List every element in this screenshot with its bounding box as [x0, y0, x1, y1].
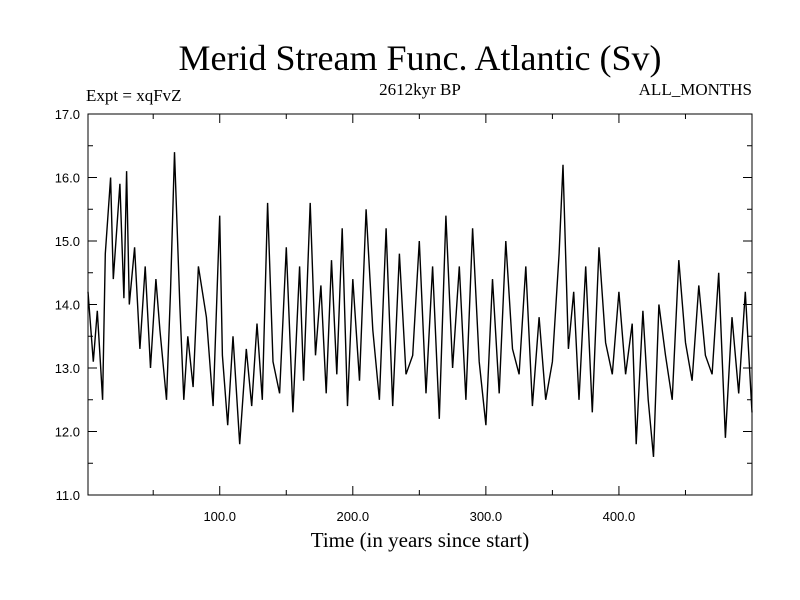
- x-tick-label: 400.0: [603, 509, 636, 524]
- y-tick-label: 16.0: [55, 171, 80, 186]
- y-tick-label: 15.0: [55, 234, 80, 249]
- x-axis-label: Time (in years since start): [310, 528, 530, 552]
- period-label: 2612kyr BP: [379, 80, 461, 99]
- months-label: ALL_MONTHS: [638, 80, 752, 99]
- x-tick-label: 200.0: [337, 509, 370, 524]
- x-tick-label: 100.0: [203, 509, 236, 524]
- y-tick-label: 14.0: [55, 298, 80, 313]
- x-tick-label: 300.0: [470, 509, 503, 524]
- y-tick-label: 17.0: [55, 107, 80, 122]
- series-line: [87, 152, 753, 457]
- y-tick-label: 11.0: [56, 488, 80, 503]
- experiment-label: Expt = xqFvZ: [86, 86, 182, 105]
- y-tick-label: 12.0: [55, 425, 80, 440]
- y-tick-label: 13.0: [55, 361, 80, 376]
- chart-title: Merid Stream Func. Atlantic (Sv): [178, 38, 662, 78]
